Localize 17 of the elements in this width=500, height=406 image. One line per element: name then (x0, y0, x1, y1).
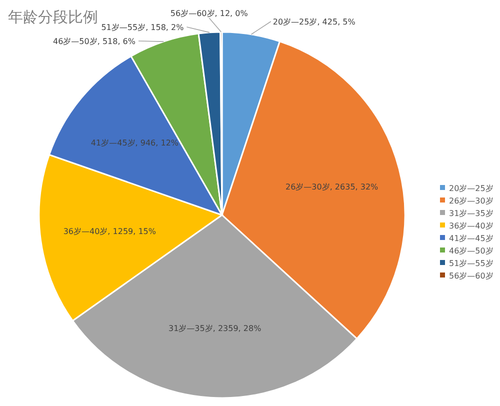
data-label: 41岁—45岁, 946, 12% (90, 138, 179, 148)
legend-label: 36岁—40岁 (449, 222, 494, 230)
data-label: 36岁—40岁, 1259, 15% (63, 226, 156, 236)
legend-label: 20岁—25岁 (449, 184, 494, 193)
data-label: 51岁—55岁, 158, 2% (101, 23, 184, 32)
legend-label: 56岁—60岁 (449, 272, 494, 280)
data-label: 56岁—60岁, 12, 0% (170, 9, 248, 18)
data-label: 20岁—25岁, 425, 5% (272, 17, 356, 26)
data-label: 31岁—35岁, 2359, 28% (168, 324, 262, 334)
legend-label: 51岁—55岁 (449, 259, 494, 268)
legend-label: 31岁—35岁 (449, 209, 494, 218)
data-label: 26岁—30岁, 2635, 32% (285, 182, 379, 192)
legend-label: 41岁—45岁 (449, 234, 494, 243)
legend-label: 46岁—50岁 (449, 246, 494, 256)
legend-label: 26岁—30岁 (449, 196, 494, 206)
data-label: 46岁—50岁, 518, 6% (53, 37, 136, 46)
chart-title: 年龄分段比例 (8, 8, 98, 26)
